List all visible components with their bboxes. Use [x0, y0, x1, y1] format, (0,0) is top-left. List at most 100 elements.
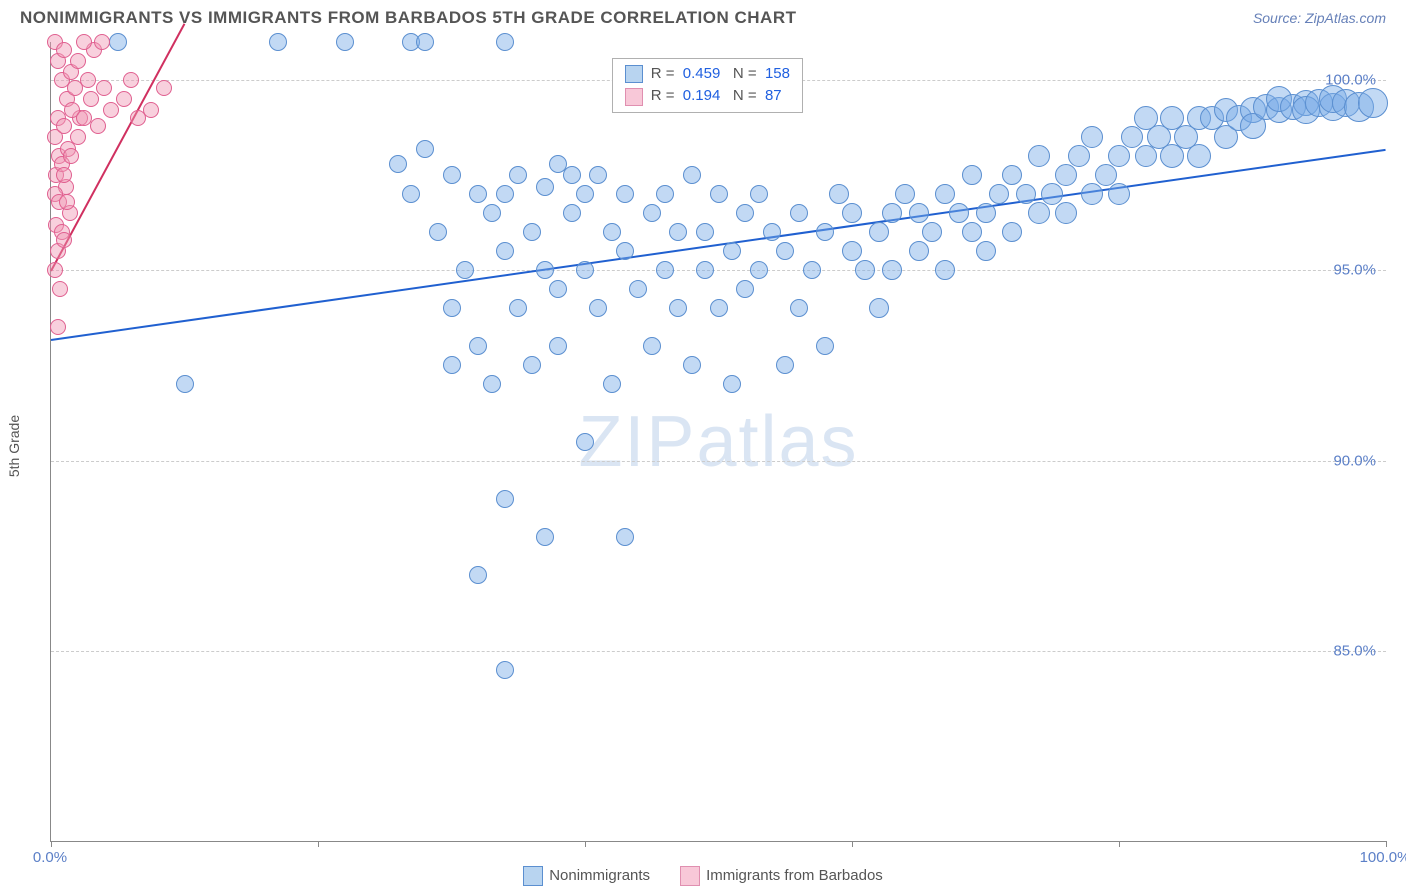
x-tick	[1119, 841, 1120, 847]
scatter-point	[549, 337, 567, 355]
legend-swatch	[625, 65, 643, 83]
scatter-point	[56, 118, 72, 134]
scatter-point	[469, 337, 487, 355]
scatter-point	[669, 223, 687, 241]
grid-line	[51, 651, 1386, 652]
x-tick-label: 0.0%	[33, 849, 67, 866]
watermark: ZIPatlas	[578, 401, 858, 483]
scatter-point	[496, 490, 514, 508]
x-tick	[585, 841, 586, 847]
scatter-point	[576, 185, 594, 203]
chart-plot-area: ZIPatlas 85.0%90.0%95.0%100.0%R = 0.459 …	[50, 42, 1386, 842]
grid-line	[51, 461, 1386, 462]
scatter-point	[90, 118, 106, 134]
scatter-point	[483, 375, 501, 393]
scatter-point	[336, 33, 354, 51]
scatter-point	[176, 375, 194, 393]
scatter-point	[710, 185, 728, 203]
scatter-point	[776, 356, 794, 374]
scatter-point	[509, 299, 527, 317]
scatter-point	[922, 222, 942, 242]
scatter-point	[496, 33, 514, 51]
scatter-point	[523, 223, 541, 241]
scatter-point	[443, 166, 461, 184]
stats-box: R = 0.459 N = 158R = 0.194 N = 87	[612, 58, 803, 113]
scatter-point	[603, 375, 621, 393]
legend-swatch	[680, 866, 700, 886]
scatter-point	[616, 528, 634, 546]
scatter-point	[563, 166, 581, 184]
scatter-point	[549, 280, 567, 298]
scatter-point	[895, 184, 915, 204]
scatter-point	[589, 166, 607, 184]
scatter-point	[1055, 164, 1077, 186]
scatter-point	[1081, 183, 1103, 205]
scatter-point	[962, 165, 982, 185]
scatter-point	[989, 184, 1009, 204]
scatter-point	[1081, 126, 1103, 148]
scatter-point	[643, 337, 661, 355]
scatter-point	[616, 242, 634, 260]
scatter-point	[696, 223, 714, 241]
scatter-point	[909, 203, 929, 223]
scatter-point	[669, 299, 687, 317]
scatter-point	[842, 241, 862, 261]
scatter-point	[976, 241, 996, 261]
scatter-point	[1041, 183, 1063, 205]
scatter-point	[50, 319, 66, 335]
scatter-point	[1121, 126, 1143, 148]
y-tick-label: 85.0%	[1333, 642, 1376, 659]
scatter-point	[736, 280, 754, 298]
scatter-point	[70, 53, 86, 69]
scatter-point	[536, 528, 554, 546]
scatter-point	[962, 222, 982, 242]
scatter-point	[389, 155, 407, 173]
x-tick	[51, 841, 52, 847]
scatter-point	[496, 242, 514, 260]
scatter-point	[723, 242, 741, 260]
scatter-point	[869, 222, 889, 242]
x-tick	[1386, 841, 1387, 847]
legend-item: Immigrants from Barbados	[680, 866, 883, 886]
scatter-point	[536, 261, 554, 279]
scatter-point	[763, 223, 781, 241]
scatter-point	[1135, 145, 1157, 167]
scatter-point	[683, 166, 701, 184]
scatter-point	[536, 178, 554, 196]
stats-row: R = 0.459 N = 158	[625, 63, 790, 86]
scatter-point	[402, 185, 420, 203]
scatter-point	[456, 261, 474, 279]
scatter-point	[656, 261, 674, 279]
scatter-point	[52, 281, 68, 297]
scatter-point	[816, 223, 834, 241]
scatter-point	[483, 204, 501, 222]
scatter-point	[1028, 145, 1050, 167]
scatter-point	[1358, 88, 1388, 118]
scatter-point	[736, 204, 754, 222]
source-label: Source: ZipAtlas.com	[1253, 10, 1386, 26]
scatter-point	[576, 261, 594, 279]
grid-line	[51, 270, 1386, 271]
scatter-point	[76, 34, 92, 50]
scatter-point	[909, 241, 929, 261]
scatter-point	[94, 34, 110, 50]
scatter-point	[143, 102, 159, 118]
scatter-point	[790, 299, 808, 317]
scatter-point	[949, 203, 969, 223]
stats-row: R = 0.194 N = 87	[625, 85, 790, 108]
legend-item: Nonimmigrants	[523, 866, 650, 886]
scatter-point	[56, 167, 72, 183]
scatter-point	[563, 204, 581, 222]
scatter-point	[80, 72, 96, 88]
scatter-point	[935, 260, 955, 280]
scatter-point	[790, 204, 808, 222]
scatter-point	[1002, 165, 1022, 185]
scatter-point	[469, 566, 487, 584]
scatter-point	[723, 375, 741, 393]
scatter-point	[269, 33, 287, 51]
scatter-point	[629, 280, 647, 298]
scatter-point	[1068, 145, 1090, 167]
scatter-point	[47, 262, 63, 278]
scatter-point	[509, 166, 527, 184]
scatter-point	[882, 260, 902, 280]
